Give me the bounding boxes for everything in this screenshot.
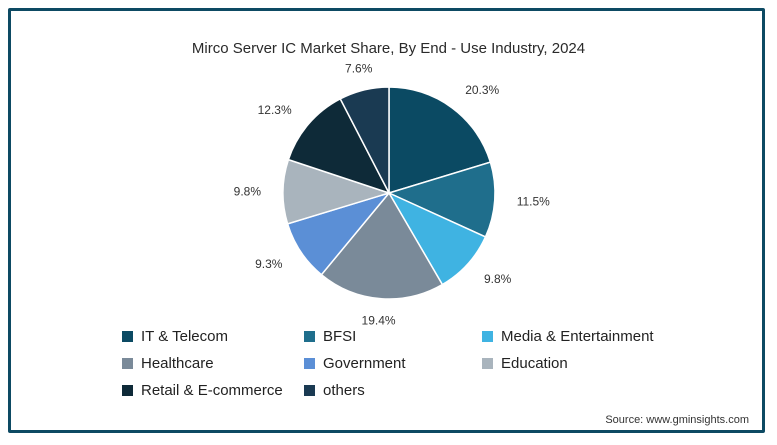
- slice-label: 11.5%: [517, 194, 550, 208]
- slice-label: 9.8%: [484, 272, 512, 286]
- legend-item: IT & Telecom: [122, 328, 228, 345]
- pie-slice-others: [339, 86, 390, 194]
- legend-label: IT & Telecom: [141, 328, 228, 345]
- slice-label: 19.4%: [362, 314, 396, 328]
- pie-slice-healthcare: [320, 191, 444, 300]
- legend-label: Healthcare: [141, 355, 214, 372]
- legend-item: Media & Entertainment: [482, 328, 654, 345]
- legend-item: others: [304, 382, 365, 399]
- legend-swatch: [482, 331, 493, 342]
- legend-swatch: [482, 358, 493, 369]
- slice-label: 7.6%: [345, 62, 373, 76]
- legend-label: Government: [323, 355, 406, 372]
- slice-label: 9.3%: [255, 257, 283, 271]
- slice-label: 20.3%: [465, 83, 499, 97]
- chart-title: Mirco Server IC Market Share, By End - U…: [191, 40, 586, 57]
- pie-slice-it-telecom: [388, 86, 492, 195]
- legend-swatch: [122, 358, 133, 369]
- legend-item: Government: [304, 355, 406, 372]
- legend-swatch: [304, 358, 315, 369]
- legend-swatch: [122, 385, 133, 396]
- legend-label: BFSI: [323, 328, 357, 345]
- legend-item: Education: [482, 355, 568, 372]
- legend-label: Retail & E-commerce: [141, 382, 283, 399]
- legend-label: Education: [501, 355, 568, 372]
- pie-slice-bfsi: [386, 161, 496, 238]
- slice-label: 9.8%: [234, 184, 262, 198]
- legend-swatch: [122, 331, 133, 342]
- legend-item: Healthcare: [122, 355, 214, 372]
- legend-swatch: [304, 331, 315, 342]
- source-note: Source: www.gminsights.com: [605, 414, 749, 426]
- pie-slice-retail-e-commerce: [287, 97, 391, 195]
- slice-label: 12.3%: [258, 103, 292, 117]
- legend-item: BFSI: [304, 328, 356, 345]
- legend-swatch: [304, 385, 315, 396]
- legend-label: others: [323, 382, 365, 399]
- legend-label: Media & Entertainment: [501, 328, 654, 345]
- legend-item: Retail & E-commerce: [122, 382, 283, 399]
